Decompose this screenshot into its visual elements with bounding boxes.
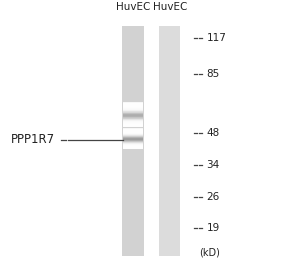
- Text: 117: 117: [207, 33, 226, 43]
- Text: 85: 85: [207, 69, 220, 79]
- Text: PPP1R7: PPP1R7: [11, 133, 55, 147]
- Text: 48: 48: [207, 128, 220, 138]
- Text: 19: 19: [207, 223, 220, 233]
- Text: 26: 26: [207, 192, 220, 202]
- Text: (kD): (kD): [199, 247, 220, 257]
- Text: HuvEC: HuvEC: [116, 2, 150, 12]
- Text: 34: 34: [207, 160, 220, 170]
- Bar: [122, 26, 143, 256]
- Bar: [159, 26, 181, 256]
- Text: HuvEC: HuvEC: [153, 2, 187, 12]
